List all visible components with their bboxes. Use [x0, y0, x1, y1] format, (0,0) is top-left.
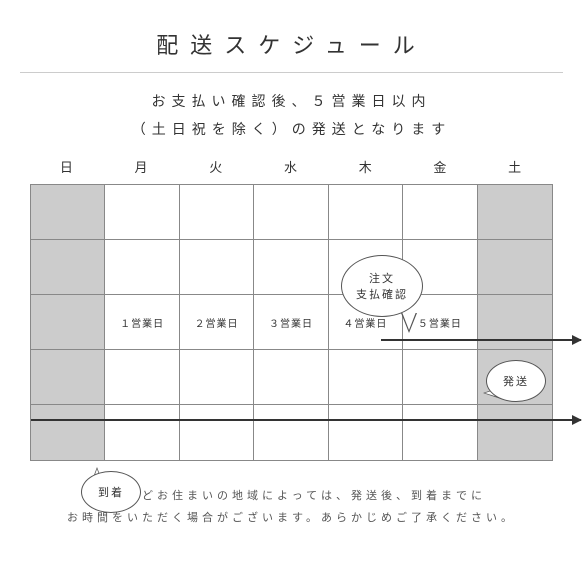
cell — [329, 185, 403, 240]
cell — [403, 350, 477, 405]
cell — [180, 185, 254, 240]
bubble-order-line2: 支払確認 — [356, 286, 408, 302]
cell — [254, 405, 328, 460]
bubble-order: 注文 支払確認 — [341, 255, 423, 317]
cell — [105, 350, 179, 405]
cell — [31, 350, 105, 405]
cell — [478, 295, 552, 350]
bubble-arrive: 到着 — [81, 471, 141, 513]
cell — [31, 295, 105, 350]
cell — [31, 240, 105, 295]
cell — [254, 350, 328, 405]
cell — [31, 185, 105, 240]
cell — [329, 350, 403, 405]
subtitle-1: お支払い確認後、５営業日以内 — [0, 73, 583, 115]
bubble-order-tail — [401, 313, 417, 333]
day-sun: 日 — [30, 157, 105, 176]
cell-day1: １営業日 — [105, 295, 179, 350]
cell — [31, 405, 105, 460]
cell — [403, 405, 477, 460]
cell-day3: ３営業日 — [254, 295, 328, 350]
day-mon: 月 — [105, 157, 180, 176]
cell — [105, 185, 179, 240]
cell — [254, 240, 328, 295]
arrow-2 — [31, 419, 581, 421]
page-title: 配送スケジュール — [0, 0, 583, 72]
bubble-ship: 発送 — [486, 360, 546, 402]
day-wed: 水 — [254, 157, 329, 176]
cell — [478, 185, 552, 240]
cell — [478, 240, 552, 295]
cell-day2: ２営業日 — [180, 295, 254, 350]
subtitle-2: （土日祝を除く）の発送となります — [0, 115, 583, 157]
cell — [180, 405, 254, 460]
cell — [180, 350, 254, 405]
day-thu: 木 — [329, 157, 404, 176]
calendar-container: 日 月 火 水 木 金 土 １営業日２営業日３営業日４営業日５営業日 注文 支払… — [0, 157, 583, 461]
day-sat: 土 — [478, 157, 553, 176]
cell — [105, 240, 179, 295]
cell — [403, 185, 477, 240]
cell — [180, 240, 254, 295]
day-tue: 火 — [179, 157, 254, 176]
cell — [329, 405, 403, 460]
bubble-order-line1: 注文 — [369, 270, 395, 286]
footnote-2: お時間をいただく場合がございます。あらかじめご了承ください。 — [0, 507, 583, 527]
calendar-grid: １営業日２営業日３営業日４営業日５営業日 注文 支払確認 発送 到着 — [30, 184, 553, 461]
cell — [478, 405, 552, 460]
day-fri: 金 — [404, 157, 479, 176]
cell — [105, 405, 179, 460]
arrow-1 — [381, 339, 581, 341]
cell — [254, 185, 328, 240]
day-header-row: 日 月 火 水 木 金 土 — [30, 157, 553, 184]
